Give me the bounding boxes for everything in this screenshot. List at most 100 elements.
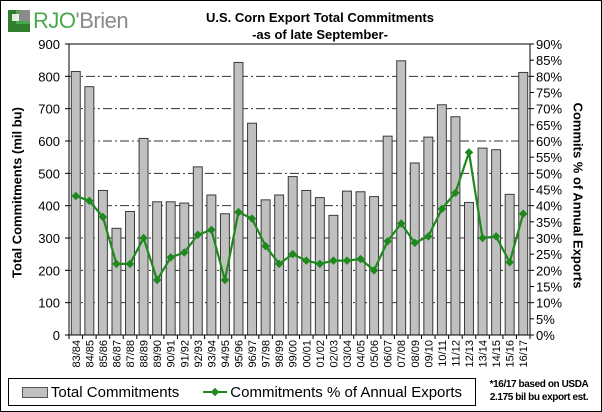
- y2-tick-label: 20%: [536, 263, 562, 278]
- line-point: [451, 188, 460, 197]
- x-tick-label: 92/93: [193, 340, 205, 368]
- line-point: [329, 256, 338, 265]
- line-point: [288, 249, 297, 259]
- y2-tick-label: 35%: [536, 215, 562, 230]
- bar: [436, 104, 447, 336]
- legend-bar-swatch-icon: [21, 386, 48, 398]
- x-tick-label: 99/00: [288, 340, 300, 368]
- x-tick-label: 95/96: [233, 340, 245, 368]
- bar: [355, 191, 366, 336]
- x-tick-label: 05/06: [369, 340, 381, 368]
- x-tick-label: 85/86: [98, 340, 110, 368]
- bar: [247, 122, 258, 336]
- bar: [111, 227, 122, 336]
- x-tick-label: 03/04: [342, 340, 354, 368]
- line-point: [491, 232, 501, 241]
- axes: [68, 43, 531, 336]
- line-point: [437, 204, 447, 214]
- y-tick-label: 600: [38, 134, 60, 149]
- bar: [450, 116, 461, 336]
- y2-tick-label: 65%: [536, 118, 562, 133]
- x-tick-label: 91/92: [179, 340, 191, 368]
- x-ticks: 83/84 84/85 85/86 86/87 87/88 88/89 89/90 90/91…: [68, 335, 531, 368]
- y2-tick-label: 90%: [536, 37, 562, 52]
- x-tick-label: 10/11: [437, 340, 449, 367]
- line-point: [464, 148, 474, 157]
- line-point: [396, 219, 406, 228]
- brand-logo: RJO'Brien: [8, 8, 129, 34]
- line-point: [152, 275, 162, 285]
- x-tick-label: 14/15: [491, 340, 503, 368]
- y2-tick-label: 60%: [536, 134, 562, 149]
- legend-line-label: Commitments % of Annual Exports: [230, 383, 463, 401]
- line-point: [125, 259, 135, 269]
- bar: [165, 201, 176, 336]
- chart-subtitle: -as of late September-: [252, 27, 388, 42]
- x-tick-label: 86/87: [111, 340, 123, 368]
- chart-plot: 0 100 200 300 400 500 600 700 800 900 0%5%10%15% 2…: [38, 37, 562, 368]
- x-tick-label: 01/02: [315, 340, 327, 368]
- x-tick-label: 04/05: [356, 340, 368, 368]
- y-tick-label: 700: [38, 102, 60, 117]
- x-tick-label: 06/07: [383, 340, 395, 368]
- x-tick-label: 94/95: [220, 340, 232, 368]
- y2-tick-label: 30%: [536, 231, 562, 246]
- line-point: [234, 207, 243, 217]
- x-tick-label: 02/03: [328, 340, 340, 368]
- footnote-line-2: 2.175 bil bu export est.: [489, 392, 589, 403]
- x-tick-label: 15/16: [505, 340, 517, 368]
- bar: [70, 70, 81, 336]
- bar: [179, 202, 190, 336]
- line-point: [383, 236, 392, 246]
- line-point: [261, 241, 270, 251]
- y2-tick-label: 15%: [536, 280, 562, 295]
- bar: [233, 61, 244, 336]
- line-point: [424, 232, 433, 241]
- line-point: [369, 266, 379, 275]
- legend: Total Commitments Commitments % of Annua…: [8, 378, 476, 406]
- chart-title-block: U.S. Corn Export Total Commitments -as o…: [150, 9, 490, 43]
- line-point: [247, 214, 257, 223]
- series-line: [75, 151, 525, 283]
- legend-bar-label: Total Commitments: [50, 383, 180, 401]
- line-point: [112, 259, 121, 269]
- y-tick-label: 300: [38, 231, 60, 246]
- logo-prefix: RJO: [33, 8, 76, 33]
- bar: [464, 201, 474, 336]
- line-point: [410, 238, 419, 248]
- bars: [70, 60, 529, 336]
- x-tick-label: 09/10: [423, 340, 435, 368]
- y-ticks-right: 0%5%10%15% 20%25%30%35%40%45% 50%55%60%65%…: [530, 37, 562, 343]
- line-point: [478, 233, 487, 243]
- legend-item-bars: Total Commitments: [21, 383, 180, 401]
- bar: [518, 71, 529, 336]
- line-point: [139, 233, 148, 243]
- y2-tick-label: 70%: [536, 102, 562, 117]
- y-tick-label: 500: [38, 166, 60, 181]
- y2-tick-label: 10%: [536, 296, 562, 311]
- logo-mark-icon: [8, 10, 30, 32]
- bar: [84, 86, 95, 336]
- x-tick-label: 96/97: [247, 340, 259, 368]
- y-tick-label: 0: [53, 328, 60, 343]
- y2-tick-label: 50%: [536, 166, 562, 181]
- x-tick-label: 84/85: [84, 340, 96, 368]
- y2-tick-label: 75%: [536, 86, 562, 101]
- y-tick-label: 900: [38, 37, 60, 52]
- bar: [409, 162, 420, 336]
- x-tick-label: 83/84: [71, 340, 83, 368]
- chart-title: U.S. Corn Export Total Commitments: [206, 10, 434, 25]
- y2-tick-label: 55%: [536, 150, 562, 165]
- line-point: [274, 259, 284, 269]
- y-tick-label: 100: [38, 296, 60, 311]
- y2-tick-label: 0%: [536, 328, 555, 343]
- line-point: [85, 196, 94, 206]
- line-point: [166, 253, 175, 262]
- line-point: [193, 230, 203, 240]
- x-tick-label: 07/08: [396, 340, 408, 368]
- line-point: [98, 212, 108, 222]
- line-point: [356, 254, 365, 264]
- y2-tick-label: 25%: [536, 247, 562, 262]
- y-tick-label: 400: [38, 199, 60, 214]
- line-point: [315, 259, 325, 269]
